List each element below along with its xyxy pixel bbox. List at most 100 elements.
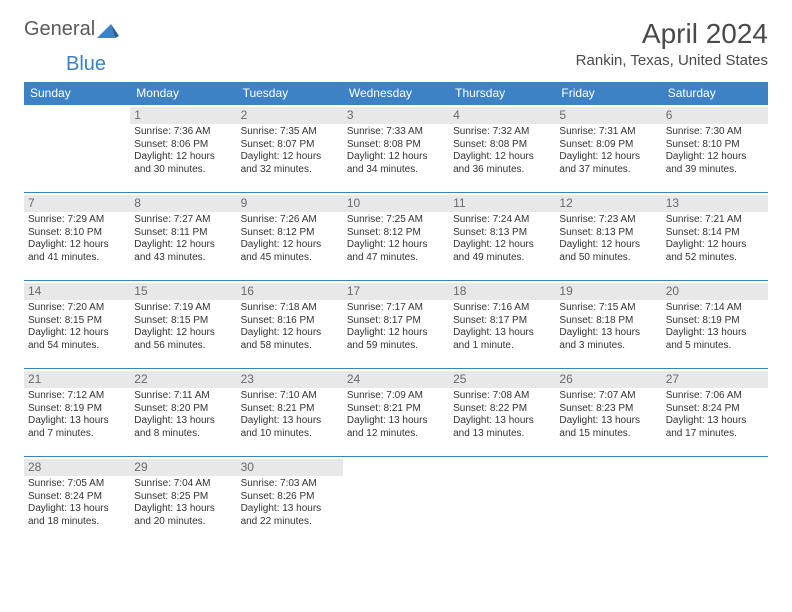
calendar-cell: 15Sunrise: 7:19 AMSunset: 8:15 PMDayligh…: [130, 281, 236, 369]
sunset-line: Sunset: 8:08 PM: [453, 139, 551, 152]
day-number: 27: [662, 371, 768, 388]
month-title: April 2024: [576, 18, 768, 50]
calendar-cell: 18Sunrise: 7:16 AMSunset: 8:17 PMDayligh…: [449, 281, 555, 369]
day-number: 5: [555, 107, 661, 124]
day-number: 10: [343, 195, 449, 212]
day-number: 24: [343, 371, 449, 388]
calendar-cell: 4 Sunrise: 7:32 AMSunset: 8:08 PMDaylight…: [449, 105, 555, 193]
day-number: 1: [130, 107, 236, 124]
daylight-line: Daylight: 13 hours and 13 minutes.: [453, 415, 551, 440]
calendar-cell: 9Sunrise: 7:26 AMSunset: 8:12 PMDaylight…: [237, 193, 343, 281]
sunset-line: Sunset: 8:17 PM: [347, 315, 445, 328]
daylight-line: Daylight: 13 hours and 3 minutes.: [559, 327, 657, 352]
daylight-line: Daylight: 13 hours and 5 minutes.: [666, 327, 764, 352]
daylight-line: Daylight: 12 hours and 54 minutes.: [28, 327, 126, 352]
sunrise-line: Sunrise: 7:21 AM: [666, 214, 764, 227]
calendar-cell: 24Sunrise: 7:09 AMSunset: 8:21 PMDayligh…: [343, 369, 449, 457]
day-number: 15: [130, 283, 236, 300]
daylight-line: Daylight: 12 hours and 36 minutes.: [453, 151, 551, 176]
daylight-line: Daylight: 13 hours and 15 minutes.: [559, 415, 657, 440]
sunrise-line: Sunrise: 7:20 AM: [28, 302, 126, 315]
calendar-cell: [662, 457, 768, 545]
sunset-line: Sunset: 8:24 PM: [666, 403, 764, 416]
calendar-cell: 16Sunrise: 7:18 AMSunset: 8:16 PMDayligh…: [237, 281, 343, 369]
sunrise-line: Sunrise: 7:26 AM: [241, 214, 339, 227]
daylight-line: Daylight: 12 hours and 30 minutes.: [134, 151, 232, 176]
sunrise-line: Sunrise: 7:06 AM: [666, 390, 764, 403]
sunset-line: Sunset: 8:19 PM: [666, 315, 764, 328]
sunrise-line: Sunrise: 7:04 AM: [134, 478, 232, 491]
day-number: 21: [24, 371, 130, 388]
calendar-cell: 11Sunrise: 7:24 AMSunset: 8:13 PMDayligh…: [449, 193, 555, 281]
logo-text-blue: Blue: [66, 53, 106, 75]
day-number: 9: [237, 195, 343, 212]
day-number: 7: [24, 195, 130, 212]
sunset-line: Sunset: 8:15 PM: [134, 315, 232, 328]
daylight-line: Daylight: 13 hours and 20 minutes.: [134, 503, 232, 528]
calendar-cell: [24, 105, 130, 193]
sunrise-line: Sunrise: 7:09 AM: [347, 390, 445, 403]
weekday-header: Sunday: [24, 82, 130, 105]
day-number: 18: [449, 283, 555, 300]
logo-blue-wrap: Blue: [24, 53, 768, 76]
sunset-line: Sunset: 8:06 PM: [134, 139, 232, 152]
day-number: 23: [237, 371, 343, 388]
sunrise-line: Sunrise: 7:32 AM: [453, 126, 551, 139]
sunset-line: Sunset: 8:07 PM: [241, 139, 339, 152]
calendar-cell: 21Sunrise: 7:12 AMSunset: 8:19 PMDayligh…: [24, 369, 130, 457]
sunset-line: Sunset: 8:11 PM: [134, 227, 232, 240]
day-number: 22: [130, 371, 236, 388]
sunrise-line: Sunrise: 7:18 AM: [241, 302, 339, 315]
calendar-cell: [555, 457, 661, 545]
sunset-line: Sunset: 8:09 PM: [559, 139, 657, 152]
daylight-line: Daylight: 12 hours and 37 minutes.: [559, 151, 657, 176]
day-number: 25: [449, 371, 555, 388]
day-number: 3: [343, 107, 449, 124]
logo-triangle-icon: [97, 22, 119, 38]
sunrise-line: Sunrise: 7:17 AM: [347, 302, 445, 315]
sunset-line: Sunset: 8:12 PM: [347, 227, 445, 240]
day-number: 14: [24, 283, 130, 300]
daylight-line: Daylight: 12 hours and 32 minutes.: [241, 151, 339, 176]
sunset-line: Sunset: 8:21 PM: [241, 403, 339, 416]
day-number: 17: [343, 283, 449, 300]
calendar-cell: 27Sunrise: 7:06 AMSunset: 8:24 PMDayligh…: [662, 369, 768, 457]
sunset-line: Sunset: 8:16 PM: [241, 315, 339, 328]
calendar-cell: 2Sunrise: 7:35 AMSunset: 8:07 PMDaylight…: [237, 105, 343, 193]
calendar-cell: 13Sunrise: 7:21 AMSunset: 8:14 PMDayligh…: [662, 193, 768, 281]
day-number: 29: [130, 459, 236, 476]
sunrise-line: Sunrise: 7:12 AM: [28, 390, 126, 403]
weekday-header: Tuesday: [237, 82, 343, 105]
calendar-row: 14 Sunrise: 7:20 AM Sunset: 8:15 PM Dayligh…: [24, 281, 768, 369]
daylight-line: Daylight: 12 hours and 52 minutes.: [666, 239, 764, 264]
day-number: 26: [555, 371, 661, 388]
calendar-cell: 12Sunrise: 7:23 AMSunset: 8:13 PMDayligh…: [555, 193, 661, 281]
daylight-line: Daylight: 13 hours and 10 minutes.: [241, 415, 339, 440]
sunset-line: Sunset: 8:08 PM: [347, 139, 445, 152]
daylight-line: Daylight: 13 hours and 18 minutes.: [28, 503, 126, 528]
sunrise-line: Sunrise: 7:07 AM: [559, 390, 657, 403]
weekday-header-row: SundayMondayTuesdayWednesdayThursdayFrid…: [24, 82, 768, 105]
daylight-line: Daylight: 13 hours and 22 minutes.: [241, 503, 339, 528]
day-number: 13: [662, 195, 768, 212]
sunrise-line: Sunrise: 7:24 AM: [453, 214, 551, 227]
sunrise-line: Sunrise: 7:27 AM: [134, 214, 232, 227]
daylight-line: Daylight: 12 hours and 43 minutes.: [134, 239, 232, 264]
daylight-line: Daylight: 13 hours and 7 minutes.: [28, 415, 126, 440]
daylight-line: Daylight: 12 hours and 59 minutes.: [347, 327, 445, 352]
calendar-cell: 22Sunrise: 7:11 AMSunset: 8:20 PMDayligh…: [130, 369, 236, 457]
calendar-cell: 5 Sunrise: 7:31 AMSunset: 8:09 PMDaylight…: [555, 105, 661, 193]
calendar-cell: 20Sunrise: 7:14 AMSunset: 8:19 PMDayligh…: [662, 281, 768, 369]
sunrise-line: Sunrise: 7:11 AM: [134, 390, 232, 403]
daylight-line: Daylight: 12 hours and 58 minutes.: [241, 327, 339, 352]
calendar-cell: 29Sunrise: 7:04 AMSunset: 8:25 PMDayligh…: [130, 457, 236, 545]
sunset-line: Sunset: 8:26 PM: [241, 491, 339, 504]
sunrise-line: Sunrise: 7:31 AM: [559, 126, 657, 139]
day-number: 11: [449, 195, 555, 212]
sunset-line: Sunset: 8:18 PM: [559, 315, 657, 328]
daylight-line: Daylight: 12 hours and 45 minutes.: [241, 239, 339, 264]
day-number: 4: [449, 107, 555, 124]
sunset-line: Sunset: 8:22 PM: [453, 403, 551, 416]
calendar-cell: 19Sunrise: 7:15 AMSunset: 8:18 PMDayligh…: [555, 281, 661, 369]
daylight-line: Daylight: 12 hours and 34 minutes.: [347, 151, 445, 176]
